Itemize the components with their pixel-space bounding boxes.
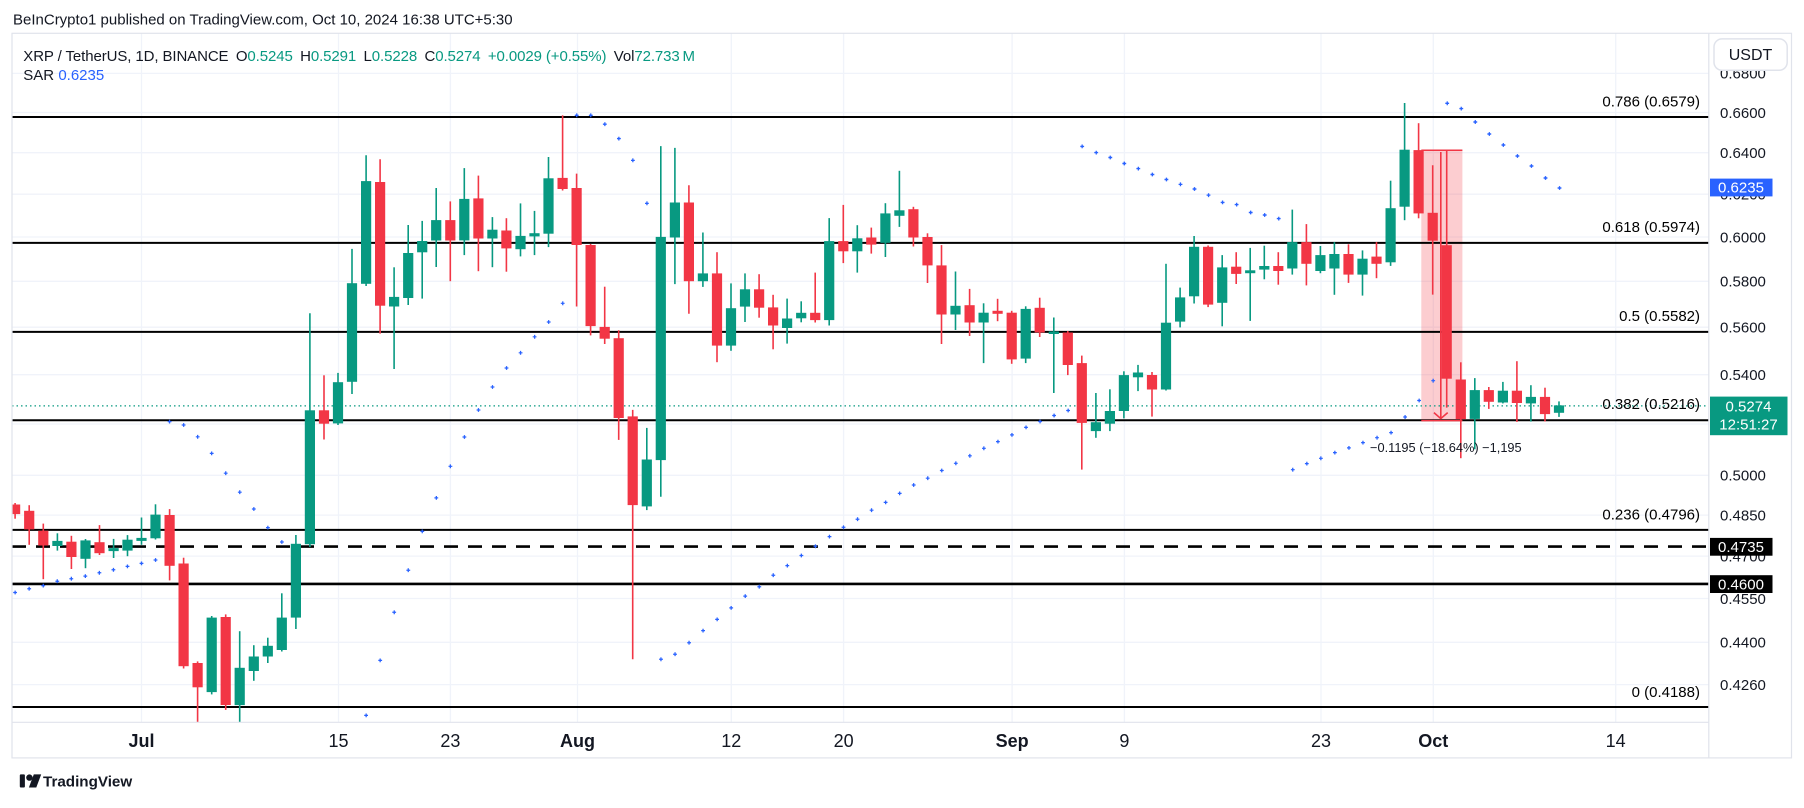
svg-text:0.786 (0.6579): 0.786 (0.6579) [1602, 94, 1700, 111]
svg-text:0.4735: 0.4735 [1718, 539, 1764, 556]
svg-text:0.6600: 0.6600 [1720, 105, 1766, 122]
svg-text:23: 23 [1311, 731, 1331, 751]
svg-text:0.236 (0.4796): 0.236 (0.4796) [1602, 506, 1700, 523]
svg-text:12:51:27: 12:51:27 [1719, 417, 1777, 434]
svg-text:Oct: Oct [1418, 731, 1448, 751]
svg-text:0.5000: 0.5000 [1720, 468, 1766, 485]
svg-text:0.5600: 0.5600 [1720, 320, 1766, 337]
svg-text:BeInCrypto1 published on Tradi: BeInCrypto1 published on TradingView.com… [13, 12, 513, 29]
svg-text:0.4550: 0.4550 [1720, 591, 1766, 608]
svg-text:0.4600: 0.4600 [1718, 576, 1764, 593]
svg-text:23: 23 [440, 731, 460, 751]
svg-text:0.5800: 0.5800 [1720, 274, 1766, 291]
svg-text:Jul: Jul [128, 731, 154, 751]
svg-text:−0.1195 (−18.64%) −1,195: −0.1195 (−18.64%) −1,195 [1370, 440, 1522, 455]
svg-text:0.5 (0.5582): 0.5 (0.5582) [1619, 308, 1700, 325]
svg-text:9: 9 [1119, 731, 1129, 751]
svg-text:0.6000: 0.6000 [1720, 229, 1766, 246]
svg-text:0.4850: 0.4850 [1720, 507, 1766, 524]
svg-text:0.618 (0.5974): 0.618 (0.5974) [1602, 219, 1700, 236]
svg-text:0.4400: 0.4400 [1720, 635, 1766, 652]
svg-text:12: 12 [721, 731, 741, 751]
svg-text:SAR 0.6235: SAR 0.6235 [23, 67, 104, 84]
svg-text:0.6235: 0.6235 [1718, 180, 1764, 197]
svg-text:0.4260: 0.4260 [1720, 677, 1766, 694]
svg-text:USDT: USDT [1729, 47, 1773, 64]
svg-text:Sep: Sep [996, 731, 1029, 751]
svg-text:14: 14 [1606, 731, 1626, 751]
svg-text:15: 15 [328, 731, 348, 751]
svg-text:20: 20 [834, 731, 854, 751]
svg-text:Aug: Aug [560, 731, 595, 751]
svg-text:0.5400: 0.5400 [1720, 367, 1766, 384]
svg-text:TradingView: TradingView [43, 773, 132, 790]
svg-text:XRP / TetherUS, 1D, BINANCE O0: XRP / TetherUS, 1D, BINANCE O0.5245 H0.5… [23, 48, 695, 65]
svg-text:0.382 (0.5216): 0.382 (0.5216) [1602, 396, 1700, 413]
svg-text:0.5274: 0.5274 [1726, 399, 1772, 416]
svg-text:0 (0.4188): 0 (0.4188) [1632, 684, 1700, 701]
svg-text:0.6400: 0.6400 [1720, 145, 1766, 162]
